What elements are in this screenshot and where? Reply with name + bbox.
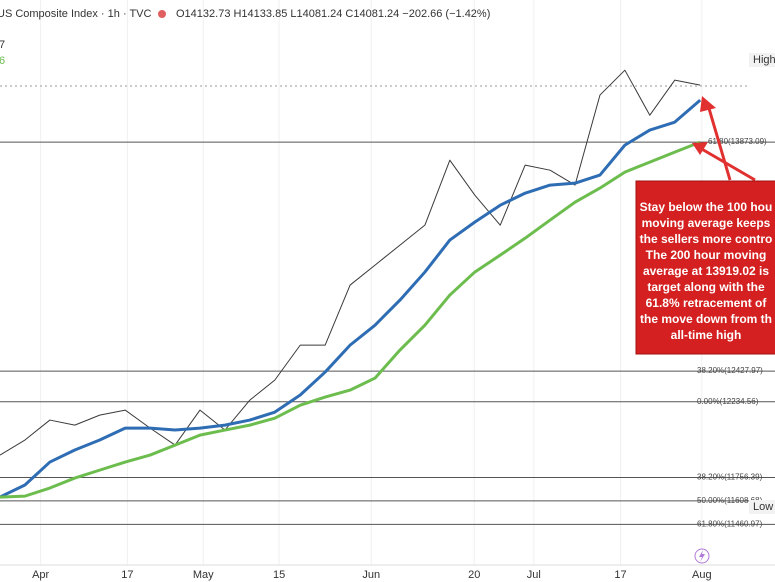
low-box [749,500,775,514]
header-ohlc: O14132.73 H14133.85 L14081.24 C14081.24 … [176,8,490,20]
x-axis: Apr 17 May 15 Jun 20 Jul 17 Aug [32,569,712,581]
series-line [0,140,701,499]
annotation-line: moving average keeps [642,216,771,230]
high-box [749,53,775,67]
annotation: Stay below the 100 hou moving average kee… [640,200,773,342]
annotation-line: target along with the [647,280,765,294]
level-label: 0.00%(12234.56) [697,397,759,406]
level-label: 38.20%(12427.97) [697,366,763,375]
level-label: 61.80%(11460.97) [697,519,763,528]
series [0,69,702,499]
x-tick-label: Aug [692,569,712,581]
legend-fragment: 7 [0,39,5,51]
levels: 61.80(13873.09) 38.20%(12427.97) 0.00%(122… [0,137,775,528]
event-bolt [699,550,705,562]
high-label: High [753,54,775,66]
low-label: Low [753,501,773,513]
annotation-line: average at 13919.02 is [643,264,769,278]
x-tick-label: May [193,569,214,581]
annotation-line: The 200 hour moving [646,248,767,262]
x-tick-label: 17 [614,569,626,581]
x-tick-label: 17 [121,569,133,581]
status-dot [158,10,166,18]
grid [40,0,703,565]
x-tick-label: Apr [32,569,49,581]
x-tick-label: Jun [362,569,380,581]
level-label: 38.20%(11756.39) [697,473,763,482]
annotation-line: all-time high [671,328,742,342]
legend-fragment: 6 [0,55,5,67]
x-tick-label: 20 [468,569,480,581]
annotation-line: the sellers more contro [640,232,773,246]
series-line [0,99,702,499]
x-tick-label: 15 [273,569,285,581]
annotation-line: Stay below the 100 hou [640,200,773,214]
series-line [0,69,701,456]
level-label: 61.80(13873.09) [708,137,767,146]
annotation-line: the move down from th [640,312,772,326]
level-label: 50.00%(11608.68) [697,496,763,505]
annotation-line: 61.8% retracement of [646,296,768,310]
annotation-box [635,180,775,355]
arrows [692,96,756,182]
x-tick-label: Jul [527,569,541,581]
header-title: US Composite Index · 1h · TVC [0,8,152,20]
